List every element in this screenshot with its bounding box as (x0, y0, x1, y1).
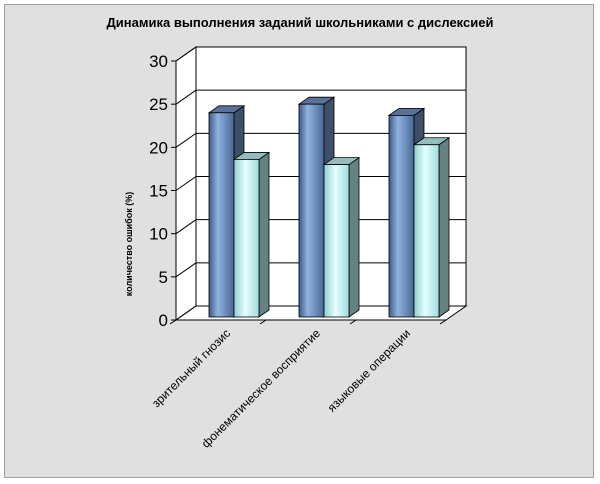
x-tick (349, 319, 357, 325)
y-tick-label: 10 (149, 225, 168, 244)
chart-title: Динамика выполнения заданий школьниками … (106, 15, 494, 30)
bars (207, 96, 451, 318)
x-tick-label: зрительный гнозис (149, 326, 233, 410)
y-tick-label: 20 (149, 138, 168, 157)
gridline (175, 46, 466, 62)
gridline (175, 305, 466, 321)
y-tick-label: 30 (149, 52, 168, 71)
bar (322, 156, 361, 318)
x-tick (259, 319, 267, 325)
gridline (175, 219, 466, 235)
gridline (175, 89, 466, 105)
y-tick-label: 25 (149, 95, 168, 114)
x-tick-label: языковые операции (325, 326, 414, 415)
gridline (175, 262, 466, 278)
gridline (175, 132, 466, 148)
gridline (175, 176, 466, 191)
y-tick-label: 15 (149, 182, 168, 201)
bar (412, 136, 451, 318)
y-axis: 0 5 10 15 20 25 30 (149, 52, 177, 330)
x-tick (169, 319, 177, 325)
gridlines (175, 46, 466, 321)
y-tick-label: 0 (159, 311, 168, 330)
bar (232, 151, 271, 318)
x-tick (439, 319, 447, 325)
y-axis-title: количество ошибок (%) (124, 192, 134, 296)
y-tick-label: 5 (159, 268, 168, 287)
